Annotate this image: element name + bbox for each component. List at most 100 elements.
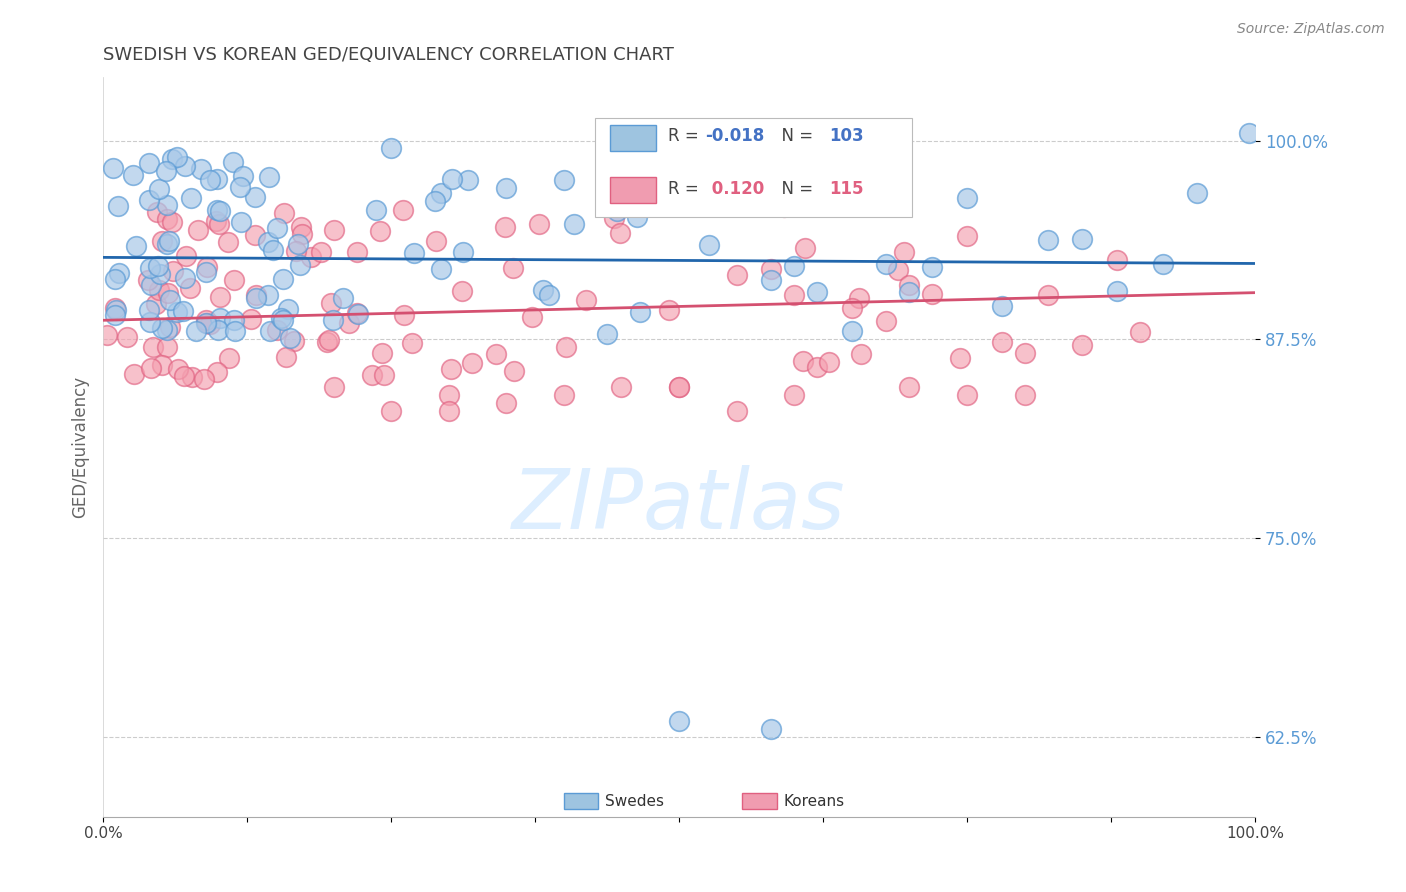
Point [875, 314, 897, 328]
Point [150, 234, 173, 248]
Point [205, 172, 228, 186]
Point [1036, 287, 1059, 301]
Point [527, 217, 550, 231]
Point [494, 220, 516, 235]
Point [273, 206, 295, 220]
Text: SWEDISH VS KOREAN GED/EQUIVALENCY CORRELATION CHART: SWEDISH VS KOREAN GED/EQUIVALENCY CORREL… [103, 46, 673, 64]
Point [257, 287, 280, 301]
Point [668, 380, 690, 394]
Point [205, 214, 228, 228]
Point [283, 334, 305, 349]
Point [380, 141, 402, 155]
Point [181, 369, 204, 384]
Point [437, 388, 460, 402]
Point [806, 285, 828, 299]
Point [553, 173, 575, 187]
Point [1129, 326, 1152, 340]
Point [291, 227, 314, 242]
Point [921, 260, 943, 274]
Point [371, 345, 394, 359]
Point [194, 312, 217, 326]
Point [658, 302, 681, 317]
Point [138, 156, 160, 170]
Point [160, 152, 183, 166]
Point [380, 404, 402, 418]
Point [96, 328, 118, 343]
Point [146, 260, 169, 274]
Point [122, 168, 145, 182]
Point [898, 380, 921, 394]
Point [257, 169, 280, 184]
Point [288, 258, 311, 272]
Point [425, 194, 447, 208]
Point [149, 267, 172, 281]
Point [107, 198, 129, 212]
Point [457, 173, 479, 187]
Point [503, 364, 526, 378]
Point [429, 262, 451, 277]
Point [1014, 346, 1036, 360]
Point [195, 316, 218, 330]
Text: N =: N = [772, 179, 818, 198]
Point [921, 287, 943, 301]
Point [159, 320, 181, 334]
Point [162, 214, 184, 228]
Point [990, 335, 1012, 350]
Text: Source: ZipAtlas.com: Source: ZipAtlas.com [1237, 22, 1385, 37]
Point [668, 380, 690, 394]
Point [156, 323, 179, 337]
Point [761, 722, 783, 736]
Point [783, 259, 806, 273]
Point [159, 293, 181, 307]
Point [224, 324, 246, 338]
Point [725, 268, 748, 282]
Text: 0.120: 0.120 [706, 179, 763, 198]
Point [761, 273, 783, 287]
Point [122, 367, 145, 381]
Point [783, 288, 806, 302]
Point [495, 181, 517, 195]
Point [949, 351, 972, 366]
Point [451, 285, 474, 299]
Point [1239, 126, 1261, 140]
Point [602, 211, 624, 226]
Point [104, 308, 127, 322]
Point [172, 304, 194, 318]
Point [218, 351, 240, 365]
Point [217, 235, 239, 250]
Point [437, 404, 460, 418]
Point [259, 325, 281, 339]
Point [533, 283, 555, 297]
Point [394, 308, 416, 322]
Point [332, 291, 354, 305]
Point [1014, 388, 1036, 402]
Point [187, 223, 209, 237]
Point [875, 257, 897, 271]
Point [610, 380, 633, 394]
Point [209, 290, 232, 304]
Point [956, 388, 979, 402]
Point [596, 327, 619, 342]
Point [1036, 233, 1059, 247]
Point [628, 305, 651, 319]
Point [1105, 252, 1128, 267]
Text: R =: R = [668, 127, 703, 145]
Point [337, 316, 360, 330]
Point [898, 285, 921, 299]
Text: Swedes: Swedes [606, 794, 665, 808]
Point [1071, 232, 1094, 246]
Point [461, 356, 484, 370]
Point [263, 243, 285, 257]
Point [502, 260, 524, 275]
Point [817, 355, 839, 369]
Point [162, 264, 184, 278]
Point [886, 263, 908, 277]
Point [404, 246, 426, 260]
Bar [610, 177, 657, 202]
Point [1152, 257, 1174, 271]
Text: ZIPatlas: ZIPatlas [512, 466, 846, 547]
Point [166, 150, 188, 164]
Point [136, 273, 159, 287]
Point [173, 369, 195, 384]
Point [180, 191, 202, 205]
